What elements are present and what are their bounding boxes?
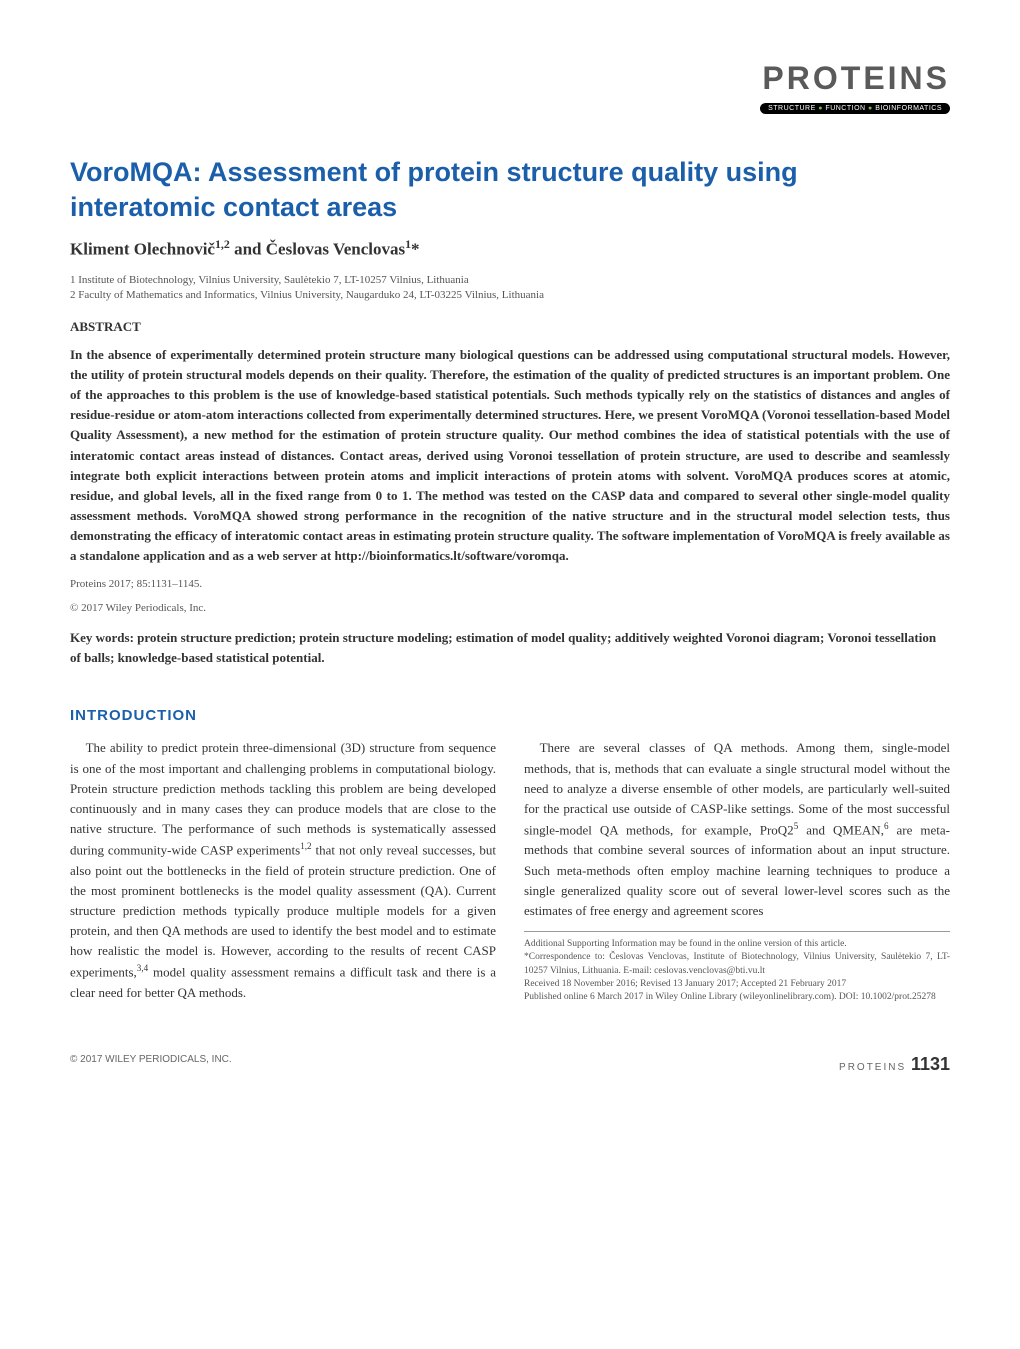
footer-copyright: © 2017 WILEY PERIODICALS, INC.: [70, 1054, 232, 1075]
tagline-separator: ●: [818, 105, 823, 112]
journal-logo-block: PROTEINS STRUCTURE ● FUNCTION ● BIOINFOR…: [70, 60, 950, 115]
journal-tagline: STRUCTURE ● FUNCTION ● BIOINFORMATICS: [760, 103, 950, 114]
two-column-body: The ability to predict protein three-dim…: [70, 738, 950, 1004]
tagline-part-1: STRUCTURE: [768, 105, 816, 112]
tagline-part-3: BIOINFORMATICS: [875, 105, 942, 112]
affiliation-1: 1 Institute of Biotechnology, Vilnius Un…: [70, 274, 950, 286]
keywords-line: Key words: protein structure prediction;…: [70, 628, 950, 667]
footer-journal-label: PROTEINS: [839, 1062, 906, 1073]
footnote-published: Published online 6 March 2017 in Wiley O…: [524, 991, 950, 1004]
column-left: The ability to predict protein three-dim…: [70, 738, 496, 1004]
footnote-correspondence: *Correspondence to: Česlovas Venclovas, …: [524, 951, 950, 978]
affiliation-2: 2 Faculty of Mathematics and Informatics…: [70, 289, 950, 301]
abstract-heading: ABSTRACT: [70, 319, 950, 335]
tagline-part-2: FUNCTION: [825, 105, 865, 112]
journal-logo-text: PROTEINS: [70, 60, 950, 97]
authors-line: Kliment Olechnovič1,2 and Česlovas Vencl…: [70, 237, 950, 260]
page-footer: © 2017 WILEY PERIODICALS, INC. PROTEINS …: [70, 1054, 950, 1075]
citation-line-1: Proteins 2017; 85:1131–1145.: [70, 578, 950, 590]
abstract-body: In the absence of experimentally determi…: [70, 345, 950, 567]
tagline-separator: ●: [868, 105, 873, 112]
intro-paragraph-2: There are several classes of QA methods.…: [524, 738, 950, 921]
citation-line-2: © 2017 Wiley Periodicals, Inc.: [70, 602, 950, 614]
introduction-heading: INTRODUCTION: [70, 707, 950, 724]
page-number: 1131: [911, 1054, 950, 1074]
column-right: There are several classes of QA methods.…: [524, 738, 950, 1004]
footnote-supporting: Additional Supporting Information may be…: [524, 938, 950, 951]
article-title: VoroMQA: Assessment of protein structure…: [70, 155, 950, 225]
intro-paragraph-1: The ability to predict protein three-dim…: [70, 738, 496, 1002]
footer-right: PROTEINS 1131: [839, 1054, 950, 1075]
footnotes-block: Additional Supporting Information may be…: [524, 931, 950, 1004]
footnote-dates: Received 18 November 2016; Revised 13 Ja…: [524, 978, 950, 991]
